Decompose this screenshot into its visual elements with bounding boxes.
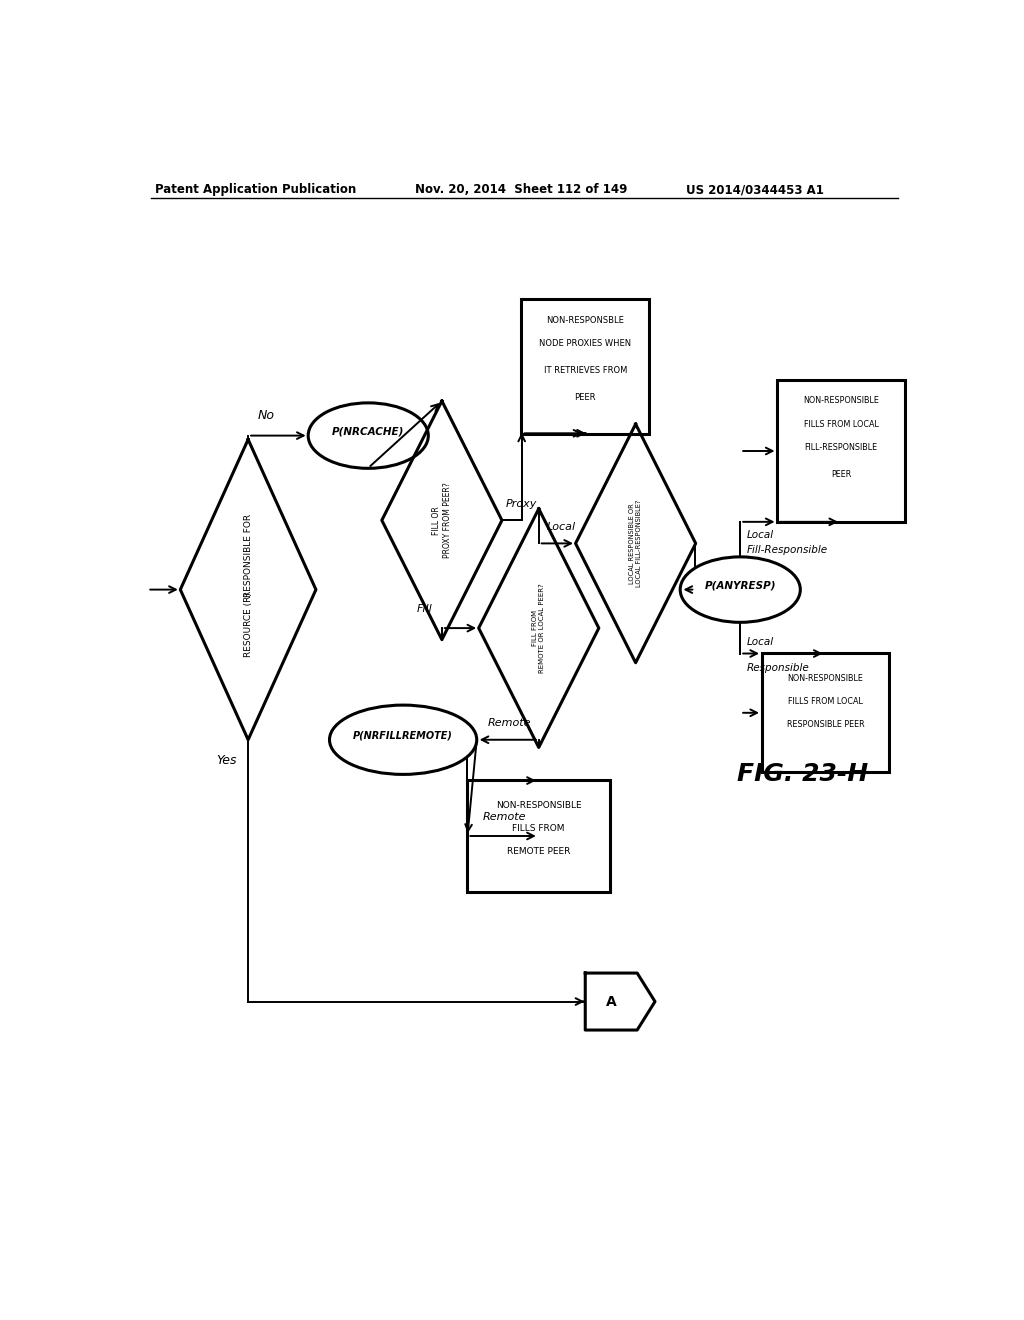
Text: A: A [606,994,617,1008]
Ellipse shape [330,705,477,775]
Bar [521,298,649,434]
Text: Local: Local [746,529,773,540]
Text: P(ANYRESP): P(ANYRESP) [705,581,776,591]
Ellipse shape [308,403,428,469]
Polygon shape [180,440,316,739]
Text: FILL-RESPONSIBLE: FILL-RESPONSIBLE [805,442,878,451]
Text: FILLS FROM: FILLS FROM [512,824,565,833]
Bar [777,380,905,523]
Text: Responsible: Responsible [746,663,809,673]
Text: FILL FROM
REMOTE OR LOCAL PEER?: FILL FROM REMOTE OR LOCAL PEER? [532,583,545,673]
Text: FILLS FROM LOCAL: FILLS FROM LOCAL [804,420,879,429]
Text: US 2014/0344453 A1: US 2014/0344453 A1 [686,183,824,197]
Bar [467,780,610,892]
Text: NODE PROXIES WHEN: NODE PROXIES WHEN [540,339,632,347]
Text: FIG. 23-H: FIG. 23-H [736,763,867,787]
Polygon shape [382,401,502,640]
Text: LOCAL RESPONSIBLE OR
LOCAL FILL-RESPONSIBLE?: LOCAL RESPONSIBLE OR LOCAL FILL-RESPONSI… [629,500,642,587]
Text: REMOTE PEER: REMOTE PEER [507,847,570,855]
Text: Fill-Responsible: Fill-Responsible [746,545,827,554]
Text: PEER: PEER [830,470,851,479]
Text: NON-RESPONSIBLE: NON-RESPONSIBLE [787,673,863,682]
Text: NON-RESPONSIBLE: NON-RESPONSIBLE [803,396,879,405]
Text: RESPONSIBLE FOR: RESPONSIBLE FOR [244,513,253,597]
Text: Proxy: Proxy [506,499,537,508]
Text: NON-RESPONSIBLE: NON-RESPONSIBLE [496,801,582,809]
Polygon shape [575,424,695,663]
Polygon shape [586,973,655,1030]
Text: RESOURCE (R): RESOURCE (R) [244,591,253,656]
Text: Remote: Remote [483,812,526,822]
Text: PEER: PEER [574,392,596,401]
Text: Local: Local [746,638,773,647]
Text: IT RETRIEVES FROM: IT RETRIEVES FROM [544,366,627,375]
Text: FILL OR
PROXY FROM PEER?: FILL OR PROXY FROM PEER? [432,482,452,558]
Polygon shape [478,508,599,747]
Text: P(NRCACHE): P(NRCACHE) [332,426,404,437]
Text: FILLS FROM LOCAL: FILLS FROM LOCAL [788,697,863,706]
Text: Nov. 20, 2014  Sheet 112 of 149: Nov. 20, 2014 Sheet 112 of 149 [415,183,627,197]
Text: NON-RESPONSBLE: NON-RESPONSBLE [547,315,625,325]
Text: Local: Local [547,521,575,532]
Text: Remote: Remote [487,718,531,729]
Text: P(NRFILLREMOTE): P(NRFILLREMOTE) [353,731,453,741]
Bar [762,653,890,772]
Text: Yes: Yes [216,754,237,767]
Text: Fill: Fill [417,605,432,614]
Text: Patent Application Publication: Patent Application Publication [155,183,356,197]
Text: No: No [257,409,274,422]
Text: RESPONSIBLE PEER: RESPONSIBLE PEER [786,719,864,729]
Ellipse shape [680,557,801,622]
